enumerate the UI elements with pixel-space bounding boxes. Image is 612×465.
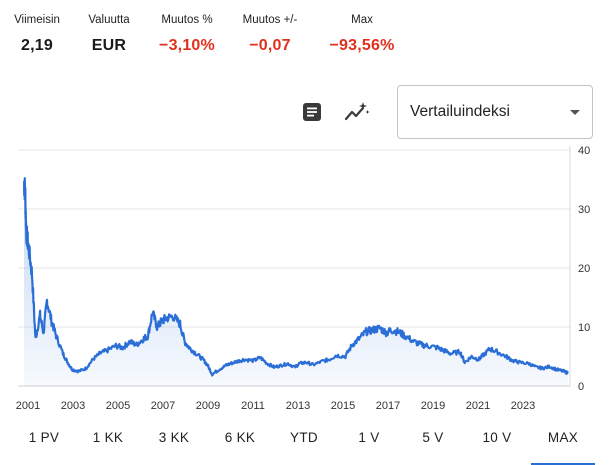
- tab-5-v[interactable]: 5 V: [422, 430, 444, 445]
- x-tick-label: 2013: [286, 400, 310, 412]
- stat-last: Viimeisin 2,19: [8, 14, 66, 55]
- stat-value: −0,07: [249, 37, 291, 54]
- stat-label: Muutos +/-: [242, 14, 298, 26]
- y-tick-label: 30: [578, 204, 590, 216]
- technical-indicators-icon: [344, 102, 370, 121]
- x-tick-label: 2017: [376, 400, 400, 412]
- x-tick-label: 2021: [466, 400, 490, 412]
- price-line: [22, 177, 569, 377]
- stat-label: Muutos %: [161, 14, 213, 26]
- tab-3-kk[interactable]: 3 KK: [158, 430, 190, 445]
- x-tick-label: 2023: [511, 400, 535, 412]
- tab-10-v[interactable]: 10 V: [482, 430, 512, 445]
- y-tick-label: 40: [578, 145, 590, 157]
- stat-value: −3,10%: [159, 37, 215, 54]
- table-icon: [303, 103, 321, 121]
- y-tick-label: 0: [578, 381, 584, 393]
- stat-value: −93,56%: [329, 37, 395, 54]
- benchmark-index-label: Vertailuindeksi: [410, 103, 510, 120]
- x-tick-label: 2001: [16, 400, 40, 412]
- price-chart[interactable]: 0 10 20 30 40 2001 2003 2005 2007 2009 2011 2013 20…: [0, 140, 612, 420]
- tab-6-kk[interactable]: 6 KK: [224, 430, 256, 445]
- tab-ytd[interactable]: YTD: [290, 430, 318, 445]
- stat-label: Viimeisin: [14, 14, 60, 26]
- tab-1-kk[interactable]: 1 KK: [92, 430, 124, 445]
- tab-max[interactable]: MAX: [531, 420, 595, 465]
- technical-indicators-button[interactable]: [344, 101, 370, 123]
- price-area: [24, 178, 568, 386]
- tab-1-pv[interactable]: 1 PV: [28, 430, 60, 445]
- stat-change-percent: Muutos % −3,10%: [150, 14, 224, 55]
- quote-summary: Viimeisin 2,19 Valuutta EUR Muutos % −3,…: [0, 0, 612, 70]
- x-tick-label: 2007: [151, 400, 175, 412]
- stat-max: Max −93,56%: [318, 14, 406, 55]
- y-tick-label: 20: [578, 263, 590, 275]
- x-tick-label: 2009: [196, 400, 220, 412]
- stat-value: 2,19: [21, 37, 53, 54]
- chevron-down-icon: [570, 110, 580, 115]
- y-tick-label: 10: [578, 322, 590, 334]
- stat-label: Valuutta: [88, 14, 130, 26]
- tab-1-v[interactable]: 1 V: [358, 430, 380, 445]
- x-tick-label: 2003: [61, 400, 85, 412]
- table-view-button[interactable]: [301, 101, 323, 123]
- stat-value: EUR: [91, 37, 127, 54]
- range-tabs: 1 PV 1 KK 3 KK 6 KK YTD 1 V 5 V 10 V MAX: [0, 420, 612, 465]
- x-tick-label: 2019: [421, 400, 445, 412]
- stat-currency: Valuutta EUR: [80, 14, 138, 55]
- x-tick-label: 2015: [331, 400, 355, 412]
- stat-label: Max: [351, 14, 373, 26]
- benchmark-index-select[interactable]: Vertailuindeksi: [397, 85, 593, 139]
- x-tick-label: 2011: [241, 400, 265, 412]
- stat-change-abs: Muutos +/- −0,07: [232, 14, 308, 55]
- x-tick-label: 2005: [106, 400, 130, 412]
